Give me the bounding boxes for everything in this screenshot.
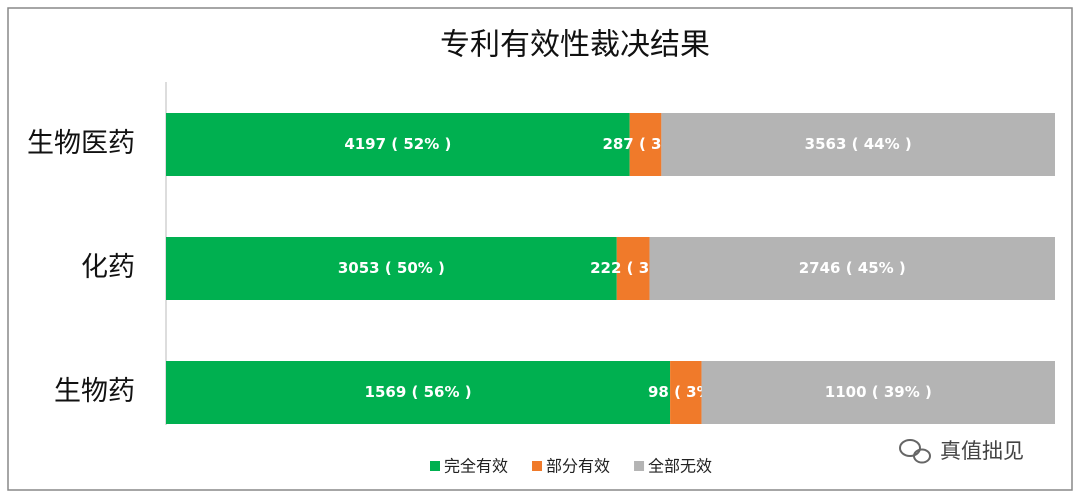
chart-title: 专利有效性裁决结果: [440, 28, 710, 63]
bar-segment: [661, 113, 1055, 176]
legend-label: 全部无效: [648, 457, 712, 476]
bar-segment: [701, 361, 1055, 424]
data-label: 4197 ( 52% ): [344, 135, 451, 153]
bar-segment: [166, 113, 630, 176]
bar-segment: [670, 361, 702, 424]
data-label: 1100 ( 39% ): [825, 383, 932, 401]
data-label: 3563 ( 44% ): [805, 135, 912, 153]
bar-segment: [166, 237, 617, 300]
category-label: 生物医药: [27, 128, 135, 159]
data-label: 2746 ( 45% ): [799, 259, 906, 277]
category-label: 生物药: [54, 376, 135, 407]
data-label: 3053 ( 50% ): [338, 259, 445, 277]
bar-segment: [166, 361, 671, 424]
legend-swatch: [430, 461, 440, 471]
legend-label: 完全有效: [444, 457, 508, 476]
watermark: 真值拙见: [940, 439, 1024, 463]
legend-swatch: [634, 461, 645, 471]
watermark-icon: [899, 439, 931, 464]
category-label: 化药: [81, 252, 135, 283]
bar-segment: [649, 237, 1055, 300]
data-label: 1569 ( 56% ): [365, 383, 472, 401]
bar-segment: [629, 113, 662, 176]
bar-segment: [616, 237, 650, 300]
legend-label: 部分有效: [546, 457, 610, 476]
legend-swatch: [532, 461, 543, 471]
